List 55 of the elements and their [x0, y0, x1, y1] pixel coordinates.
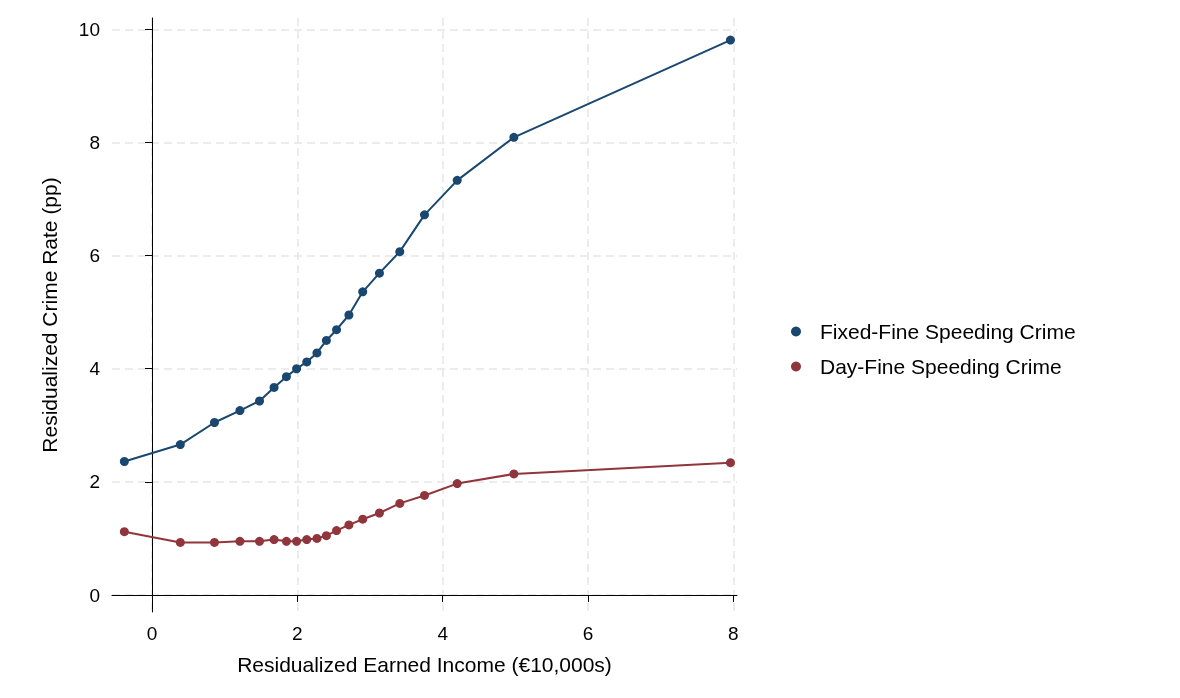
point [452, 175, 462, 185]
point [321, 531, 331, 541]
point [420, 490, 429, 500]
point [292, 536, 302, 546]
legend-label: Fixed-Fine Speeding Crime [820, 320, 1076, 343]
point [119, 527, 129, 537]
x-tick-label: 2 [292, 623, 303, 644]
point [269, 535, 279, 545]
point [344, 520, 354, 530]
point [395, 498, 405, 508]
legend-label: Day-Fine Speeding Crime [820, 355, 1062, 378]
x-tick-label: 0 [146, 623, 158, 644]
x-axis-title: Residualized Earned Income (€10,000s) [237, 653, 612, 676]
y-axis-title: Residualized Crime Rate (pp) [38, 177, 61, 453]
point [312, 533, 322, 543]
y-tick-label: 0 [89, 584, 100, 606]
point [209, 537, 219, 547]
point [312, 348, 322, 358]
point [302, 357, 312, 367]
point [344, 310, 354, 320]
point [332, 325, 342, 335]
point [321, 335, 331, 345]
point [358, 514, 368, 524]
y-tick-label: 6 [89, 245, 100, 267]
point [509, 469, 519, 479]
x-tick-label: 4 [437, 623, 449, 644]
point [374, 508, 384, 518]
point [395, 247, 405, 257]
point [281, 372, 291, 382]
point [235, 406, 245, 416]
point [302, 535, 312, 545]
y-tick-label: 2 [89, 471, 100, 493]
x-tick-label: 8 [728, 623, 739, 644]
point [374, 268, 384, 278]
point [420, 210, 429, 220]
point [292, 364, 302, 374]
point [358, 287, 368, 297]
point [209, 417, 219, 427]
x-tick-label: 6 [582, 623, 594, 644]
point [509, 132, 519, 142]
y-tick-label: 4 [89, 358, 101, 380]
y-tick-label: 8 [89, 131, 100, 153]
point [235, 536, 245, 546]
point [269, 382, 279, 392]
point [175, 537, 185, 547]
point [119, 457, 129, 467]
point [255, 536, 265, 546]
point [281, 536, 291, 546]
point [725, 458, 735, 468]
point [255, 396, 265, 406]
point [332, 526, 342, 536]
point [725, 35, 735, 45]
point [452, 479, 462, 489]
y-tick-label: 10 [78, 18, 100, 40]
point [175, 440, 185, 450]
